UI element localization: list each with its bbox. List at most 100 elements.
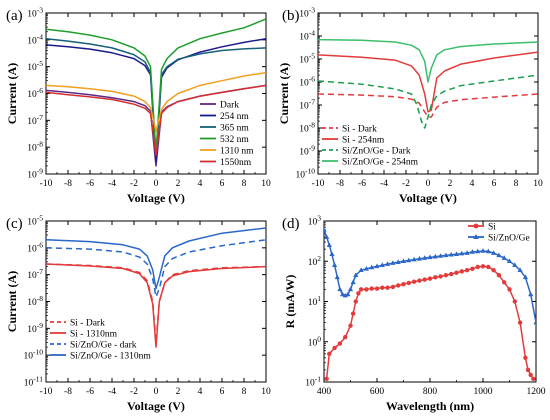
x-tick-label: 1200 (527, 387, 546, 397)
x-tick-label: 8 (514, 179, 519, 189)
plot-area (46, 18, 266, 167)
legend-item: Si/ZnO/Ge (468, 233, 530, 243)
y-tick-label: 10-9 (27, 321, 43, 335)
y-tick-label: 10-8 (27, 294, 43, 308)
data-point (356, 291, 361, 296)
x-tick-label: 2 (176, 387, 181, 397)
data-point (324, 234, 330, 239)
y-tick-label: 10-8 (27, 140, 43, 154)
data-point (326, 242, 332, 248)
legend-label: Dark (220, 100, 239, 110)
y-tick-label: 10-4 (27, 32, 43, 46)
y-tick-label: 10-5 (299, 52, 315, 66)
x-tick-label: 1000 (474, 387, 493, 397)
data-point (459, 269, 464, 274)
data-point (491, 250, 497, 255)
data-point (343, 334, 348, 340)
y-axis-title: Current (A) (5, 63, 19, 124)
x-tick-label: -10 (40, 179, 53, 189)
legend-label: Si - 254nm (342, 135, 385, 145)
data-point (512, 262, 518, 267)
legend-label: 254 nm (220, 112, 249, 122)
y-tick-label: 10-8 (299, 121, 315, 135)
panel-c: -10 -8 -6 -4 -2 0 2 4 6 8 10 10-11 10-10 10-9 10-8 10-7… (5, 214, 271, 414)
y-tick-label: 10-6 (299, 75, 315, 89)
legend-item: 1310 nm (200, 146, 254, 156)
data-point (491, 267, 496, 273)
data-point (345, 291, 351, 297)
x-tick-label: 8 (242, 387, 247, 397)
x-tick-label: -8 (336, 179, 344, 189)
y-tick-label: 10-3 (27, 6, 43, 20)
legend-label: Si - Dark (342, 124, 377, 134)
data-point (390, 260, 396, 265)
x-tick-label: 6 (220, 387, 225, 397)
data-point (464, 250, 470, 255)
x-axis-title: Voltage (V) (127, 191, 185, 205)
x-tick-label: -4 (380, 179, 388, 189)
legend-label: Si (488, 222, 496, 232)
legend-item: Si (468, 222, 496, 232)
data-point (517, 320, 523, 325)
x-tick-label: 0 (154, 179, 159, 189)
legend-item: Si/ZnO/Ge - 254nm (322, 157, 419, 167)
data-point (350, 311, 356, 316)
x-tick-label: -6 (358, 179, 366, 189)
x-axis-title: Wavelength (nm) (386, 399, 474, 413)
data-point (502, 280, 507, 285)
data-point (512, 299, 517, 304)
legend-label: Si/ZnO/Ge - dark (70, 340, 137, 350)
legend-item: Dark (200, 100, 239, 110)
series-line-2 (46, 37, 266, 162)
data-point (433, 275, 438, 280)
legend-item: Si - Dark (50, 318, 105, 328)
y-tick-label: 100 (308, 334, 322, 348)
data-point (496, 273, 502, 278)
data-point (329, 251, 335, 256)
data-point (531, 376, 536, 382)
plot-area (46, 227, 266, 348)
legend-item: Si/ZnO/Ge - Dark (322, 146, 411, 156)
data-point (364, 287, 369, 292)
panel-d: 400 600 800 1000 1200 10-1 100 101 102 103 Wavelen… (282, 214, 546, 414)
x-tick-label: -2 (402, 179, 410, 189)
legend-item: Si/ZnO/Ge - dark (50, 340, 137, 350)
x-tick-label: 0 (154, 387, 159, 397)
x-tick-label: -2 (130, 387, 138, 397)
data-point (406, 280, 411, 286)
panel-label: (c) (6, 216, 23, 232)
data-point (374, 286, 380, 291)
data-point (353, 272, 359, 278)
data-point (443, 273, 449, 278)
panel-b: -10 -8 -6 -4 -2 0 2 4 6 8 10 10-10 10-9 10-8 10-7 10-6 1… (277, 6, 543, 206)
data-point (432, 253, 438, 259)
legend-marker (473, 234, 479, 239)
data-point (517, 267, 523, 272)
x-tick-label: 4 (470, 179, 475, 189)
series-line-3 (318, 74, 538, 129)
y-tick-label: 10-10 (24, 348, 44, 362)
data-point (523, 355, 528, 360)
y-tick-label: 10-6 (27, 86, 43, 100)
y-axis-title: R (mA/W) (283, 275, 297, 329)
x-axis-title: Voltage (V) (127, 399, 185, 413)
data-point (486, 264, 491, 270)
data-point (416, 256, 422, 261)
plot-area (324, 227, 536, 382)
legend-item: 365 nm (200, 123, 249, 133)
data-point (449, 271, 454, 277)
x-tick-label: 4 (198, 179, 203, 189)
legend-item: Si - Dark (322, 124, 377, 134)
x-tick-label: 8 (242, 179, 247, 189)
data-point (528, 291, 534, 297)
data-point (427, 276, 433, 281)
series-line-5 (46, 71, 266, 132)
data-point (385, 285, 390, 290)
y-tick-label: 10-7 (27, 113, 43, 127)
data-point (525, 367, 531, 373)
data-point (380, 285, 385, 290)
data-point (353, 299, 358, 304)
